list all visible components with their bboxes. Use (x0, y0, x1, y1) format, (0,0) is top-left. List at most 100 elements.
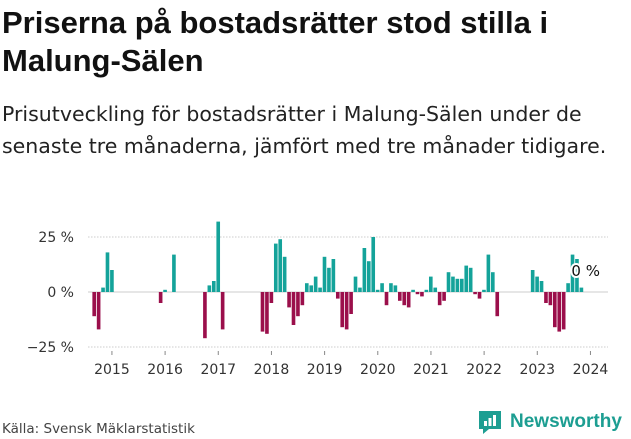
x-tick-label: 2021 (413, 362, 449, 378)
bar (260, 292, 265, 332)
bar (491, 272, 495, 292)
bar (282, 256, 287, 292)
bar (459, 278, 464, 292)
bar (442, 292, 446, 301)
bar (220, 292, 225, 330)
bar (384, 292, 389, 306)
bar (278, 239, 283, 292)
bar (482, 289, 486, 292)
bar (313, 276, 318, 292)
bar (300, 292, 305, 306)
bar (287, 292, 291, 308)
bar (358, 287, 362, 292)
bar (380, 283, 384, 292)
chart-subtitle: Prisutveckling för bostadsrätter i Malun… (2, 102, 607, 158)
last-value-annotation: 0 % (571, 262, 600, 280)
bar (402, 292, 407, 306)
bar (464, 265, 469, 292)
x-tick-label: 2022 (466, 362, 502, 378)
x-tick-label: 2019 (307, 362, 343, 378)
bar (557, 292, 562, 332)
bar (211, 281, 216, 292)
bar (296, 292, 300, 317)
bar (566, 283, 570, 292)
y-tick-label: −25 % (27, 340, 74, 356)
bar (96, 292, 101, 330)
bar (486, 254, 491, 292)
bar (455, 278, 460, 292)
x-tick-label: 2016 (147, 362, 183, 378)
y-tick-label: 0 % (47, 285, 74, 301)
bar (575, 259, 579, 292)
x-axis-ticks (111, 351, 591, 355)
bar (544, 292, 548, 303)
y-tick-label: 25 % (38, 230, 74, 246)
bar (375, 289, 380, 292)
newsworthy-icon (479, 411, 501, 434)
bar (340, 292, 345, 328)
bar (207, 285, 212, 292)
bar (535, 276, 539, 292)
bar (327, 267, 331, 292)
bar (304, 283, 309, 292)
bar (322, 256, 327, 292)
bar (163, 289, 167, 292)
bars (92, 221, 584, 339)
bar (539, 281, 544, 292)
bar (331, 259, 336, 292)
bar (451, 276, 455, 292)
bar (105, 252, 110, 292)
bar (158, 292, 163, 303)
bar (291, 292, 296, 325)
bar (495, 292, 500, 317)
bar (415, 292, 420, 295)
newsworthy-logo[interactable]: Newsworthy (476, 408, 622, 436)
bar (473, 292, 477, 295)
bar (411, 289, 415, 292)
source-note: Källa: Svensk Mäklarstatistik (2, 421, 195, 437)
bar (371, 237, 376, 292)
chart-title: Priserna på bostadsrätter stod stilla i … (2, 5, 549, 78)
bar (216, 221, 221, 292)
bar-chart: 25 % 0 % −25 % 2015 2016 2017 2018 2019 2020 202… (27, 221, 608, 378)
bar (570, 254, 575, 292)
bar (530, 270, 535, 292)
bar (335, 292, 340, 299)
bar (389, 283, 393, 292)
x-tick-label: 2017 (200, 362, 236, 378)
bar (468, 267, 473, 292)
x-tick-label: 2023 (519, 362, 555, 378)
bar (397, 292, 402, 301)
bar (265, 292, 269, 334)
bar (344, 292, 349, 330)
x-tick-label: 2020 (360, 362, 396, 378)
bar (92, 292, 97, 317)
bar (172, 254, 176, 292)
bar (548, 292, 553, 306)
bar (433, 287, 438, 292)
bar (353, 276, 358, 292)
y-axis-labels: 25 % 0 % −25 % (27, 230, 74, 356)
bar (366, 261, 371, 292)
bar (203, 292, 207, 339)
bar (318, 287, 322, 292)
x-tick-label: 2018 (254, 362, 290, 378)
x-axis-labels: 2015 2016 2017 2018 2019 2020 2021 2022 2023 2024 (94, 362, 608, 378)
bar (446, 272, 451, 292)
bar (273, 243, 278, 292)
x-tick-label: 2015 (94, 362, 130, 378)
x-tick-label: 2024 (573, 362, 609, 378)
bar (437, 292, 442, 306)
bar (393, 285, 398, 292)
bar (362, 248, 367, 292)
bar (349, 292, 353, 314)
bar (406, 292, 411, 308)
bar (110, 270, 114, 292)
bar (477, 292, 482, 299)
bar (428, 276, 433, 292)
bar (579, 287, 584, 292)
bar (309, 285, 314, 292)
bar (269, 292, 274, 303)
bar (420, 292, 424, 297)
brand-name: Newsworthy (510, 411, 622, 432)
